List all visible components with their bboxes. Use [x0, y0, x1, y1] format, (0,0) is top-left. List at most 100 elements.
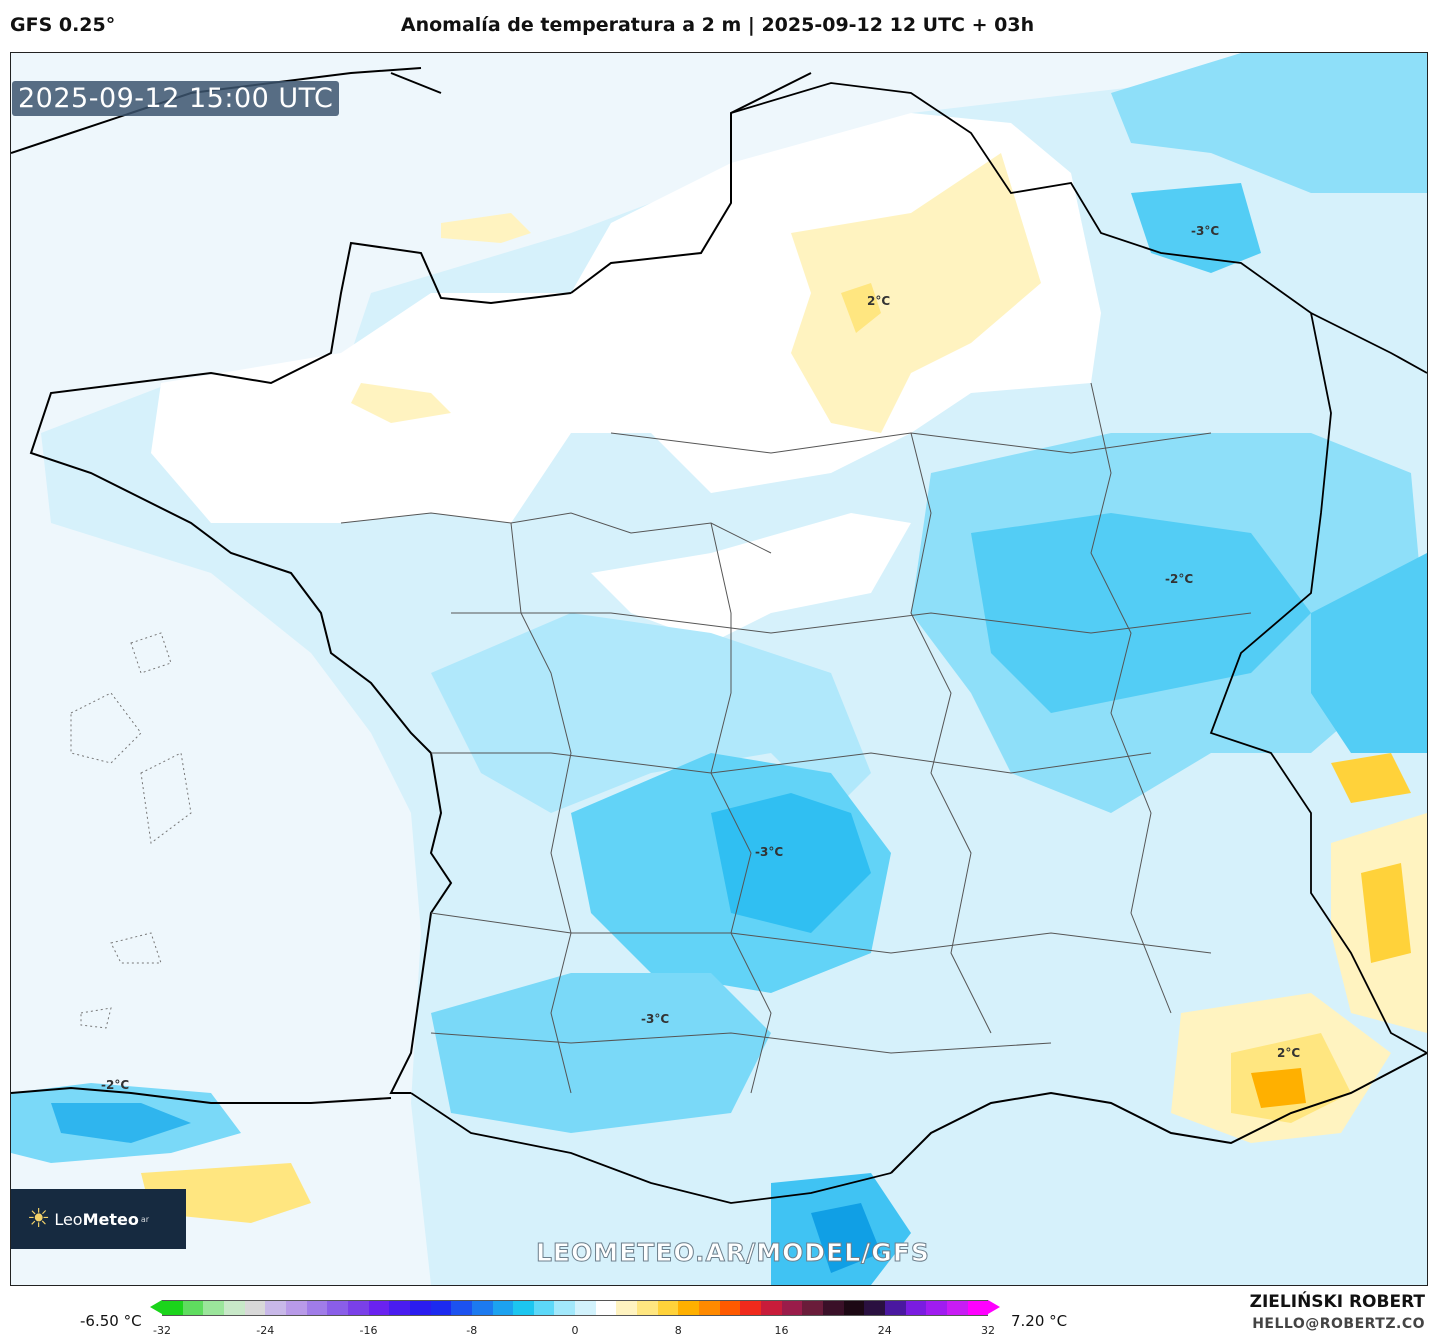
color-scale-swatch [616, 1301, 638, 1315]
color-scale-tick-label: 16 [774, 1324, 789, 1337]
color-scale-swatch [699, 1301, 720, 1315]
legend-min-value: -6.50 °C [80, 1312, 142, 1330]
color-scale-swatch [203, 1301, 224, 1315]
color-scale [150, 1300, 1000, 1316]
color-scale-swatch [513, 1301, 534, 1315]
color-scale-swatch [884, 1301, 906, 1315]
color-scale-swatch [864, 1301, 885, 1315]
author-email[interactable]: HELLO@ROBERTZ.CO [1252, 1316, 1425, 1332]
color-scale-swatch [389, 1301, 410, 1315]
color-scale-tick-label: 24 [877, 1324, 892, 1337]
author-name: ZIELIŃSKI ROBERT [1249, 1292, 1425, 1312]
color-scale-swatch [471, 1301, 493, 1315]
cool-center-west [431, 613, 871, 813]
contour-label-provence: 2°C [1277, 1046, 1300, 1060]
warm-paris-basin [791, 153, 1041, 433]
color-scale-swatch [823, 1301, 844, 1315]
warm-provence-core [1251, 1068, 1306, 1108]
cool-east-core [971, 513, 1311, 713]
cool-southwest [431, 973, 771, 1133]
near-zero-center [591, 513, 911, 643]
color-scale-swatch [430, 1301, 452, 1315]
valid-time-badge: 2025-09-12 15:00 UTC [12, 81, 340, 116]
warm-alps-south-core [1361, 863, 1411, 963]
cool-luxembourg [1131, 183, 1261, 273]
watermark-url: LEOMETEO.AR/MODEL/GFS [536, 1238, 930, 1268]
color-scale-bar [162, 1300, 989, 1316]
model-label: GFS 0.25° [10, 14, 116, 36]
color-scale-swatch [327, 1301, 348, 1315]
admin-boundaries [340, 382, 1252, 1094]
dotted-contours [70, 632, 192, 1029]
brand-logo[interactable]: ☀ LeoMeteo ar [11, 1189, 186, 1249]
color-scale-tick-label: -24 [256, 1324, 275, 1337]
warm-piedmont [1331, 753, 1411, 803]
map-title: Anomalía de temperatura a 2 m | 2025-09-… [400, 14, 1035, 36]
contour-label-east: -2°C [1165, 572, 1193, 586]
color-scale-swatch [946, 1301, 968, 1315]
coastline [29, 72, 812, 1094]
color-scale-swatch [285, 1301, 307, 1315]
color-scale-swatch [162, 1301, 183, 1315]
contour-label-pyrenees: -2°C [101, 1078, 129, 1092]
color-scale-swatch [244, 1301, 266, 1315]
color-scale-tick-label: 0 [571, 1324, 579, 1337]
color-scale-swatch [368, 1301, 390, 1315]
color-scale-swatch [761, 1301, 782, 1315]
contour-label-sw: -3°C [641, 1012, 669, 1026]
color-scale-swatch [306, 1301, 328, 1315]
map-panel[interactable]: -3°C 2°C -2°C -3°C -3°C -2°C 2°C 2025-09… [10, 52, 1428, 1286]
color-scale-swatch [967, 1301, 989, 1315]
sun-icon: ☀ [27, 1204, 51, 1234]
color-scale-swatch [451, 1301, 472, 1315]
color-scale-swatch [926, 1301, 947, 1315]
color-scale-tick-label: -32 [153, 1324, 171, 1337]
color-scale-tick-label: -16 [359, 1324, 378, 1337]
color-scale-swatch [492, 1301, 514, 1315]
color-scale-swatch [409, 1301, 431, 1315]
warm-normandy [351, 383, 451, 423]
cool-pyrenees-core [51, 1103, 191, 1143]
color-scale-ticks: -32 -24 -16 -8 0 8 16 24 32 [153, 1324, 995, 1338]
color-scale-swatch [347, 1301, 369, 1315]
color-scale-swatch [575, 1301, 596, 1315]
color-scale-swatch [533, 1301, 555, 1315]
color-scale-swatch [595, 1301, 617, 1315]
color-scale-swatch [637, 1301, 658, 1315]
anomaly-map-svg: -3°C 2°C -2°C -3°C -3°C -2°C 2°C [11, 53, 1427, 1285]
contour-label-paris: 2°C [867, 294, 890, 308]
cool-catalonia-core [811, 1203, 881, 1273]
warm-channel [441, 213, 531, 243]
scale-arrow-high-icon [988, 1300, 1000, 1314]
warm-paris-core [841, 283, 881, 333]
color-scale-swatch [905, 1301, 927, 1315]
border-pyrenees [410, 1092, 892, 1204]
color-scale-tick-label: -8 [466, 1324, 478, 1337]
color-scale-swatch [740, 1301, 762, 1315]
color-scale-tick-label: 32 [981, 1324, 995, 1337]
brand-tld: ar [140, 1214, 150, 1224]
color-scale-swatch [182, 1301, 204, 1315]
coastline-med [890, 1052, 1427, 1174]
cool-massif-core [711, 793, 871, 933]
border-north [730, 82, 1427, 374]
color-scale-swatch [719, 1301, 741, 1315]
brand-name: LeoMeteo [54, 1209, 139, 1229]
color-scale-swatch [802, 1301, 823, 1315]
cool-ne-strip [1111, 53, 1427, 193]
color-scale-swatch [781, 1301, 803, 1315]
legend-max-value: 7.20 °C [1011, 1312, 1068, 1330]
cool-alps [1311, 553, 1427, 753]
color-scale-swatch [678, 1301, 700, 1315]
color-scale-swatch [843, 1301, 865, 1315]
contour-label-lux: -3°C [1191, 224, 1219, 238]
coastline-spain [11, 1086, 392, 1104]
color-scale-swatch [223, 1301, 245, 1315]
scale-arrow-low-icon [150, 1300, 162, 1314]
color-scale-swatch [554, 1301, 576, 1315]
color-scale-swatch [265, 1301, 286, 1315]
border-east [1209, 312, 1427, 1054]
contour-label-massif: -3°C [755, 845, 783, 859]
color-scale-swatch [657, 1301, 679, 1315]
color-scale-tick-label: 8 [674, 1324, 682, 1337]
